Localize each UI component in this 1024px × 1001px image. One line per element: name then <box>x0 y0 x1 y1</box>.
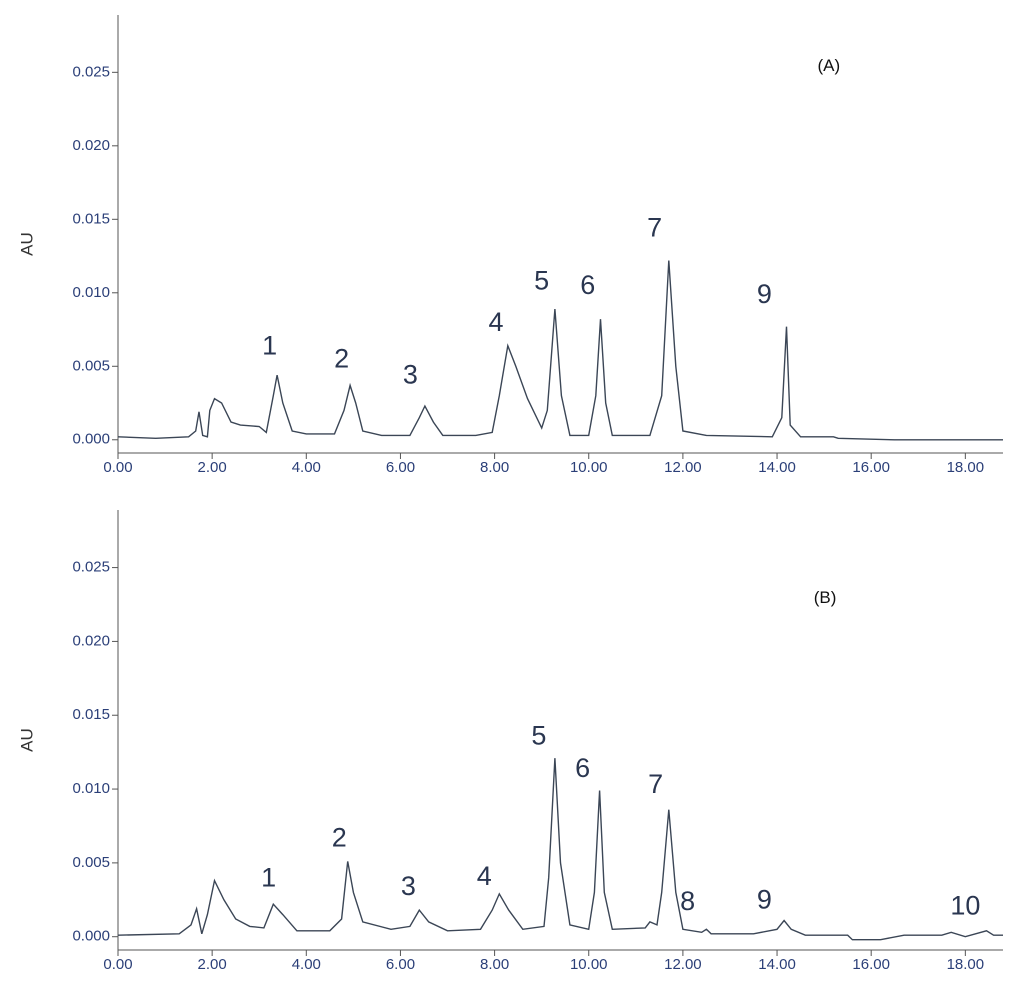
y-tick-label: 0.010 <box>72 284 110 301</box>
y-tick-label: 0.005 <box>72 854 110 871</box>
peak-label: 4 <box>477 861 492 891</box>
x-tick-label: 14.00 <box>758 459 796 476</box>
x-tick-label: 16.00 <box>852 459 890 476</box>
x-tick-label: 8.00 <box>480 956 509 973</box>
y-tick-label: 0.005 <box>72 357 110 374</box>
peak-label: 2 <box>332 822 347 852</box>
x-tick-label: 18.00 <box>947 459 985 476</box>
x-tick-label: 4.00 <box>292 956 321 973</box>
peak-label: 1 <box>262 330 277 360</box>
peak-label: 5 <box>531 721 546 751</box>
y-tick-label: 0.025 <box>72 559 110 576</box>
x-tick-label: 8.00 <box>480 459 509 476</box>
peak-label: 9 <box>757 884 772 914</box>
peak-label: 6 <box>580 270 595 300</box>
peak-label: 2 <box>334 344 349 374</box>
peak-label: (B) <box>814 588 837 607</box>
x-tick-label: 10.00 <box>570 459 608 476</box>
x-tick-label: 0.00 <box>103 956 132 973</box>
peak-label: 6 <box>575 753 590 783</box>
y-axis-label: AU <box>17 728 36 752</box>
peak-label: 4 <box>488 307 503 337</box>
y-tick-label: 0.025 <box>72 63 110 80</box>
x-tick-label: 0.00 <box>103 459 132 476</box>
x-tick-label: 14.00 <box>758 956 796 973</box>
trace <box>117 758 1003 941</box>
y-tick-label: 0.000 <box>72 928 110 945</box>
peak-label: 9 <box>757 279 772 309</box>
x-tick-label: 16.00 <box>852 956 890 973</box>
peak-label: 7 <box>648 769 663 799</box>
x-tick-label: 18.00 <box>947 956 985 973</box>
x-tick-label: 6.00 <box>386 459 415 476</box>
peak-label: 3 <box>403 360 418 390</box>
x-tick-label: 2.00 <box>198 459 227 476</box>
peak-label: 5 <box>534 266 549 296</box>
y-tick-label: 0.020 <box>72 137 110 154</box>
x-tick-label: 12.00 <box>664 956 702 973</box>
peak-label: (A) <box>817 56 840 75</box>
peak-label: 7 <box>647 213 662 243</box>
peak-label: 8 <box>680 886 695 916</box>
y-tick-label: 0.015 <box>72 706 110 723</box>
x-tick-label: 4.00 <box>292 459 321 476</box>
x-tick-label: 2.00 <box>198 956 227 973</box>
peak-label: 3 <box>401 871 416 901</box>
y-axis-label: AU <box>17 232 36 256</box>
x-tick-label: 12.00 <box>664 459 702 476</box>
y-tick-label: 0.015 <box>72 210 110 227</box>
peak-label: 10 <box>950 890 980 920</box>
x-tick-label: 10.00 <box>570 956 608 973</box>
y-tick-label: 0.020 <box>72 632 110 649</box>
x-tick-label: 6.00 <box>386 956 415 973</box>
y-tick-label: 0.010 <box>72 780 110 797</box>
y-tick-label: 0.000 <box>72 431 110 448</box>
peak-label: 1 <box>261 862 276 892</box>
trace <box>117 260 1003 441</box>
